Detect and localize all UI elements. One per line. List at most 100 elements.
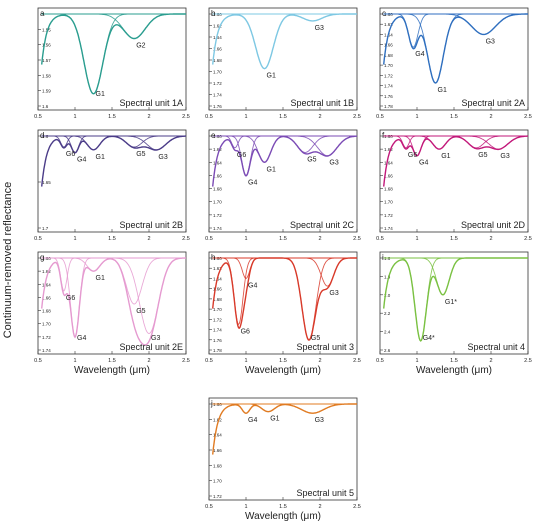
panel-h: 1.601.621.641.661.681.701.721.741.761.78… [205, 251, 361, 364]
y-tick-label: 2.6 [384, 348, 391, 353]
panel-a: 1.6 1.59 1.58 1.57 1.56 1.55 0.5 1 1.5 2 2.5 G1 G2 a S… [34, 7, 190, 120]
panel-title: Spectral unit 2C [290, 220, 355, 230]
x-tick-label: 1 [415, 236, 418, 242]
y-tick-label: 1.68 [213, 463, 222, 468]
y-tick-label: 1.64 [213, 160, 222, 165]
x-tick-label: 2.5 [524, 114, 532, 120]
y-tick-label: 1.64 [384, 160, 393, 165]
band-label: G6 [237, 152, 246, 159]
x-tick-label: 0.5 [34, 358, 42, 364]
y-tick-label: 1.72 [213, 317, 222, 322]
band-label: G4* [423, 335, 435, 342]
band-label: G5 [311, 335, 320, 342]
panel-e: 1.601.621.641.661.681.701.721.740.511.52… [205, 129, 361, 242]
x-tick-label: 0.5 [205, 358, 213, 364]
spectrum-line [41, 135, 186, 187]
x-tick-label: 2 [318, 358, 321, 364]
panel-letter: d [40, 131, 44, 140]
x-axis-label: Wavelength (μm) [74, 365, 150, 376]
band-label: G3 [486, 38, 495, 45]
x-tick-label: 0.5 [376, 236, 384, 242]
panel-letter: i [382, 253, 384, 262]
y-tick-label: 1.74 [213, 93, 222, 98]
panel-letter: f [382, 131, 385, 140]
y-tick-label: 1.72 [384, 73, 393, 78]
y-tick-label: 1.68 [384, 53, 393, 58]
y-tick-label: 1.64 [42, 282, 51, 287]
x-tick-label: 1.5 [279, 504, 287, 510]
y-tick-label: 1.74 [213, 328, 222, 333]
band-label: G3 [315, 417, 324, 424]
x-axis-label: Wavelength (μm) [416, 365, 492, 376]
x-tick-label: 0.5 [205, 236, 213, 242]
y-tick-label: 1.72 [213, 494, 222, 499]
x-tick-label: 2 [318, 236, 321, 242]
x-tick-label: 1 [244, 236, 247, 242]
x-tick-label: 0.5 [205, 114, 213, 120]
y-tick-label: 1.74 [384, 84, 393, 89]
panel-g: 1.601.621.641.661.681.701.721.740.511.52… [34, 251, 190, 364]
y-tick-label: 1.74 [42, 348, 51, 353]
band-label: G1 [441, 153, 450, 160]
x-tick-label: 1.5 [450, 358, 458, 364]
y-tick-label: 1.57 [42, 58, 51, 63]
panel-f: 1.601.621.641.661.681.701.721.740.511.52… [376, 129, 532, 242]
x-tick-label: 2.5 [353, 504, 361, 510]
y-tick-label: 1.62 [213, 24, 222, 29]
panel-title: Spectral unit 2E [119, 342, 183, 352]
x-tick-label: 1.5 [450, 236, 458, 242]
band-label: G4 [77, 157, 86, 164]
y-tick-label: 1.62 [213, 417, 222, 422]
panel-title: Spectral unit 3 [296, 342, 354, 352]
band-label: G5 [136, 308, 145, 315]
panel-frame [37, 251, 187, 355]
x-axis-label: Wavelength (μm) [245, 511, 321, 522]
band-label: G6 [408, 152, 417, 159]
y-tick-label: 1.59 [42, 89, 51, 94]
panel-j: 1.601.621.641.661.681.701.720.511.522.5G… [205, 397, 361, 510]
y-tick-label: 1.65 [42, 180, 51, 185]
panel-frame [208, 251, 358, 355]
band-label: G1 [438, 87, 447, 94]
band-label: G4 [419, 160, 428, 167]
y-tick-label: 1.74 [213, 226, 222, 231]
panel-title: Spectral unit 2B [119, 220, 183, 230]
y-tick-label: 2.2 [384, 311, 391, 316]
x-tick-label: 2 [147, 114, 150, 120]
band-label: G1 [270, 416, 279, 423]
x-tick-label: 2.5 [353, 236, 361, 242]
y-tick-label: 1.64 [213, 433, 222, 438]
y-tick-label: 1.70 [384, 63, 393, 68]
x-tick-label: 1.5 [108, 236, 116, 242]
x-tick-label: 1 [73, 358, 76, 364]
y-tick-label: 1.66 [213, 47, 222, 52]
spectrum-line [212, 257, 357, 341]
band-label: G5 [307, 156, 316, 163]
y-tick-label: 2.4 [384, 330, 391, 335]
y-tick-label: 1.70 [213, 479, 222, 484]
y-tick-label: 1.58 [42, 73, 51, 78]
spectrum-line [212, 13, 357, 70]
y-tick-label: 1.76 [384, 94, 393, 99]
panel-title: Spectral unit 4 [467, 342, 525, 352]
x-tick-label: 2 [489, 358, 492, 364]
panel-frame [208, 397, 358, 501]
panel-c: 1.601.621.641.661.681.701.721.741.761.78… [376, 7, 532, 120]
y-axis-label: Continuum-removed reflectance [2, 182, 14, 339]
y-tick-label: 1.66 [213, 448, 222, 453]
band-label: G4 [248, 417, 257, 424]
y-tick-label: 1.70 [213, 200, 222, 205]
y-tick-label: 2.0 [384, 293, 391, 298]
y-tick-label: 1.6 [42, 104, 49, 109]
y-tick-label: 1.62 [384, 147, 393, 152]
panel-letter: h [211, 253, 215, 262]
band-label: G4 [77, 335, 86, 342]
y-tick-label: 1.78 [384, 104, 393, 109]
y-tick-label: 1.62 [213, 147, 222, 152]
y-tick-label: 1.62 [384, 22, 393, 27]
y-tick-label: 1.68 [42, 309, 51, 314]
y-tick-label: 1.62 [213, 266, 222, 271]
panel-i: 1.61.82.02.22.42.60.511.522.5G4*G1*iSpec… [376, 251, 532, 364]
panel-frame [37, 7, 187, 111]
